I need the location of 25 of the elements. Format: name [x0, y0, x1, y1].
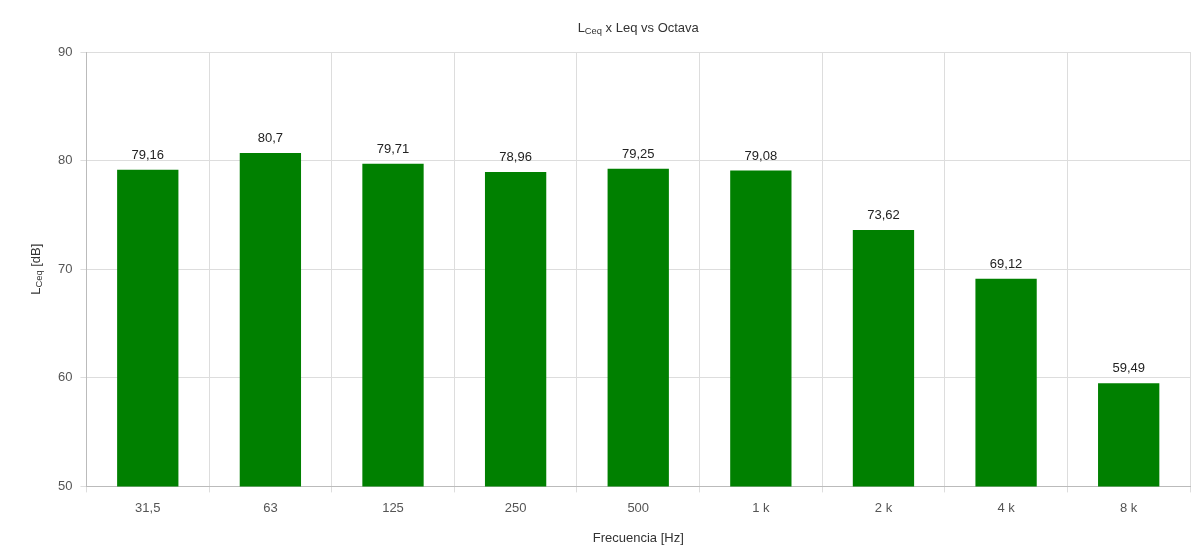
x-tick-label: 125: [382, 499, 404, 515]
x-tick-label: 8 k: [1120, 499, 1138, 515]
data-label: 79,71: [376, 140, 410, 156]
x-axis-title: Frecuencia [Hz]: [592, 529, 684, 545]
x-tick-label: 4 k: [997, 499, 1016, 515]
y-tick-label: 90: [57, 43, 73, 59]
y-tick-label: 80: [57, 152, 73, 168]
y-tick-label: 70: [57, 260, 73, 276]
data-label: 79,16: [131, 146, 165, 162]
data-label: 69,12: [989, 255, 1023, 271]
y-tick-label: 60: [57, 369, 73, 385]
data-label: 80,7: [257, 130, 284, 146]
y-tick-label: 50: [57, 477, 73, 493]
x-tick-label: 63: [263, 499, 278, 515]
y-axis-title: LCeq [dB]: [27, 243, 45, 295]
x-tick-label: 250: [504, 499, 527, 515]
data-label: 79,08: [744, 147, 778, 163]
x-tick-label: 500: [627, 499, 650, 515]
data-label: 73,62: [867, 206, 900, 222]
data-label: 79,25: [621, 145, 655, 161]
data-label: 78,96: [499, 148, 532, 164]
x-tick-label: 1 k: [752, 499, 771, 515]
x-tick-label: 31,5: [135, 499, 161, 515]
x-tick-label: 2 k: [874, 499, 893, 515]
data-label: 59,49: [1112, 360, 1145, 376]
